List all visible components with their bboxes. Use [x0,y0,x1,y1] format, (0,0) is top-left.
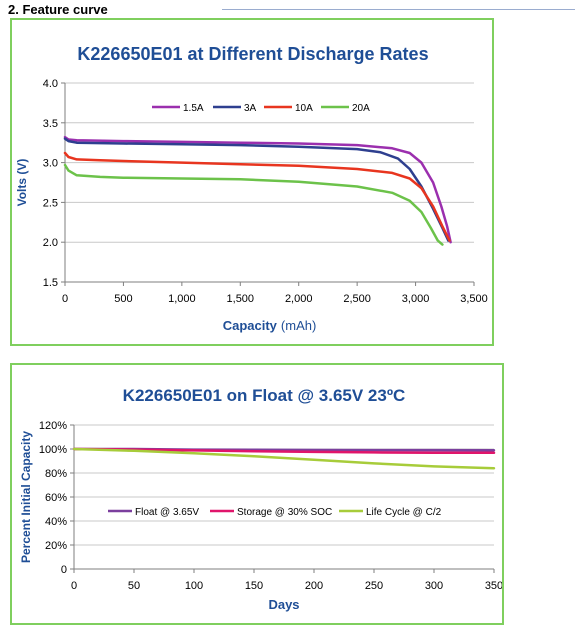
x-tick-label: 300 [425,580,443,592]
x-tick-label: 500 [114,293,132,305]
x-tick-label: 0 [71,580,77,592]
float-chart-panel: K226650E01 on Float @ 3.65V 23ºC 0 20% 40% 6… [10,363,504,625]
series-line-life-cycle-c-2 [72,447,496,470]
x-tick-label: 1,500 [227,293,255,305]
x-tick-label: 3,000 [402,293,430,305]
legend-label: Storage @ 30% SOC [237,507,332,518]
x-tick-label: 0 [62,293,68,305]
y-axis-label: Percent Initial Capacity [19,431,33,563]
x-tick-label: 100 [185,580,203,592]
y-tick-label: 4.0 [43,78,58,90]
x-tick-label: 250 [365,580,383,592]
y-tick-label: 2.0 [43,237,58,249]
discharge-chart-panel: K226650E01 at Different Discharge Rates 1… [10,18,494,346]
series-line-10a [63,151,451,242]
x-axis-label: Days [268,597,299,612]
y-tick-label: 3.0 [43,158,58,170]
y-tick-label: 0 [61,564,67,576]
float-chart: K226650E01 on Float @ 3.65V 23ºC 0 20% 40% 6… [19,386,502,612]
x-tick-label: 50 [128,580,140,592]
series-line-1-5a [63,135,452,244]
x-tick-label: 150 [245,580,263,592]
series-line-storage-30-soc [72,447,496,455]
y-tick-label: 3.5 [43,118,58,130]
y-tick-label: 20% [45,540,67,552]
chart-title: K226650E01 on Float @ 3.65V 23ºC [123,386,406,405]
y-tick-label: 40% [45,516,67,528]
x-tick-label: 2,000 [285,293,313,305]
y-tick-label: 80% [45,468,67,480]
chart-title: K226650E01 at Different Discharge Rates [77,44,428,64]
series-line-20a [63,163,444,246]
y-tick-label: 2.5 [43,197,58,209]
legend-label: 10A [295,103,313,114]
legend-label: 1.5A [183,103,204,114]
y-axis-label: Volts (V) [15,159,29,207]
y-tick-label: 100% [39,444,67,456]
series-line-3a [63,137,450,242]
legend-label: Life Cycle @ C/2 [366,507,442,518]
y-tick-label: 120% [39,420,67,432]
x-tick-label: 200 [305,580,323,592]
x-tick-label: 1,000 [168,293,196,305]
discharge-chart: K226650E01 at Different Discharge Rates 1… [15,44,488,333]
x-tick-label: 3,500 [460,293,488,305]
section-title: 2. Feature curve [8,2,108,17]
y-tick-label: 1.5 [43,277,58,289]
legend-label: 20A [352,103,370,114]
header-rule [222,9,575,10]
x-axis-unit: (mAh) [281,318,316,333]
x-tick-label: 2,500 [343,293,371,305]
x-axis-label: Capacity (mAh) [223,318,317,333]
legend-label: 3A [244,103,257,114]
x-tick-label: 350 [485,580,502,592]
y-tick-label: 60% [45,492,67,504]
legend-label: Float @ 3.65V [135,507,199,518]
